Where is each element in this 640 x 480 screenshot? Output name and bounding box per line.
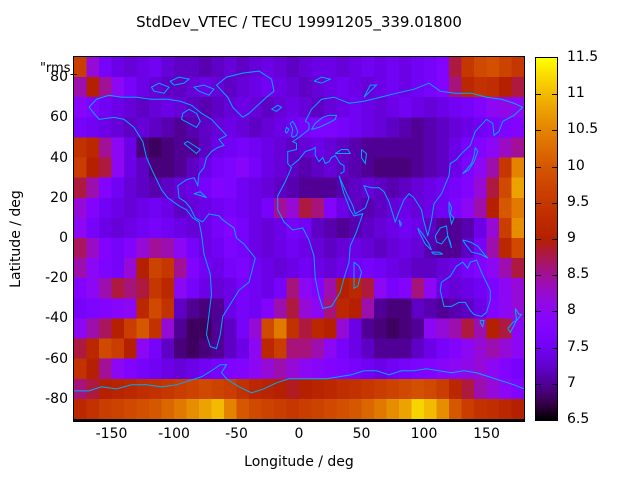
coastline-path bbox=[152, 83, 170, 93]
x-tick-label: -50 bbox=[225, 426, 248, 442]
coastline-path bbox=[184, 141, 200, 153]
key-label: "rms_ bbox=[39, 61, 77, 76]
y-tick-label: 80 bbox=[50, 69, 68, 86]
x-tick-label: -100 bbox=[158, 426, 190, 442]
x-tick-label: 0 bbox=[294, 426, 304, 442]
colorbar-tick-label: 10.5 bbox=[567, 121, 599, 138]
coastline-path bbox=[182, 109, 201, 127]
coastline-path bbox=[170, 77, 189, 85]
coastline-path bbox=[217, 71, 275, 117]
colorbar-tick-mark bbox=[536, 130, 541, 132]
colorbar-tick-mark bbox=[552, 94, 557, 96]
coastline-path bbox=[463, 240, 488, 258]
colorbar-tick-mark bbox=[536, 166, 541, 168]
y-tick-label: 20 bbox=[50, 189, 68, 206]
y-tick-label: -80 bbox=[45, 390, 68, 407]
colorbar-tick-label: 7 bbox=[567, 374, 576, 391]
colorbar-labels: 6.5 7 7.5 8 8.5 9 9.5 10 10.5 11 11.5 bbox=[567, 50, 627, 426]
x-tick-label: 50 bbox=[352, 426, 371, 442]
coastline-path bbox=[432, 252, 443, 254]
coastline-path bbox=[89, 95, 255, 348]
coastline-path bbox=[292, 148, 345, 174]
plot-title: StdDev_VTEC / TECU 19991205_339.01800 bbox=[136, 13, 462, 31]
y-tick-label: -20 bbox=[45, 270, 68, 287]
colorbar-tick-mark bbox=[552, 202, 557, 204]
colorbar-tick-mark bbox=[536, 275, 541, 277]
coastline-path bbox=[74, 365, 524, 393]
coastline-path bbox=[354, 262, 362, 288]
colorbar-tick-label: 11 bbox=[567, 85, 585, 102]
coastline-path bbox=[364, 85, 377, 97]
colorbar-tick-mark bbox=[536, 311, 541, 313]
y-axis-ticks: 80 60 40 20 0 -20 -40 -60 -80 bbox=[0, 57, 68, 419]
colorbar-tick-label: 6.5 bbox=[567, 411, 590, 427]
coastline-path bbox=[508, 320, 517, 332]
colorbar-tick-label: 9 bbox=[567, 230, 576, 246]
coastline-path bbox=[335, 150, 350, 154]
x-tick-label: 100 bbox=[410, 426, 438, 442]
colorbar-tick-mark bbox=[552, 275, 557, 277]
colorbar-tick-label: 10 bbox=[567, 157, 585, 174]
y-tick-label: 40 bbox=[50, 149, 68, 166]
colorbar-tick-label: 7.5 bbox=[567, 338, 590, 355]
colorbar-tick-mark bbox=[552, 347, 557, 349]
x-axis-ticks: -150 -100 -50 0 50 100 150 bbox=[74, 427, 524, 443]
coastline-path bbox=[399, 220, 402, 226]
x-axis-label: Longitude / deg bbox=[244, 454, 354, 470]
y-tick-label: 0 bbox=[59, 230, 68, 246]
coastline-path bbox=[272, 105, 282, 111]
coastline-path bbox=[463, 148, 478, 174]
colorbar-tick-mark bbox=[536, 383, 541, 385]
coastline-path bbox=[515, 308, 521, 320]
colorbar-tick-mark bbox=[552, 239, 557, 240]
coastline-path bbox=[435, 226, 448, 244]
colorbar-tick-label: 8 bbox=[567, 302, 576, 319]
coastline-path bbox=[312, 115, 337, 129]
coastline-path bbox=[480, 320, 484, 326]
coastline-path bbox=[278, 83, 523, 308]
coastline-path bbox=[194, 192, 207, 198]
colorbar-tick-mark bbox=[536, 94, 541, 96]
colorbar-tick-label: 11.5 bbox=[567, 49, 599, 65]
coastline-path bbox=[418, 228, 432, 250]
colorbar-tick-mark bbox=[552, 383, 557, 385]
coastline-path bbox=[449, 202, 454, 224]
colorbar-tick-mark bbox=[536, 202, 541, 204]
coastline-path bbox=[362, 150, 367, 164]
colorbar-tick-mark bbox=[536, 239, 541, 240]
coastline-path bbox=[194, 85, 214, 95]
coastline-path bbox=[314, 77, 330, 83]
coastline-path bbox=[285, 127, 289, 133]
map-plot-area bbox=[73, 56, 525, 422]
coastlines-overlay bbox=[74, 57, 524, 419]
colorbar-tick-label: 8.5 bbox=[567, 266, 590, 283]
y-tick-label: -60 bbox=[45, 350, 68, 367]
coastline-path bbox=[290, 121, 298, 137]
colorbar-tick-mark bbox=[536, 347, 541, 349]
y-tick-label: 60 bbox=[50, 109, 68, 126]
colorbar-tick-mark bbox=[552, 311, 557, 313]
coastline-path bbox=[448, 236, 452, 248]
colorbar-tick-label: 9.5 bbox=[567, 193, 590, 210]
colorbar bbox=[535, 57, 558, 421]
colorbar-tick-mark bbox=[552, 130, 557, 132]
x-tick-label: -150 bbox=[95, 426, 128, 442]
x-tick-label: 150 bbox=[473, 426, 500, 442]
colorbar-tick-mark bbox=[552, 166, 557, 168]
coastline-path bbox=[440, 260, 490, 316]
y-tick-label: -40 bbox=[45, 310, 68, 327]
